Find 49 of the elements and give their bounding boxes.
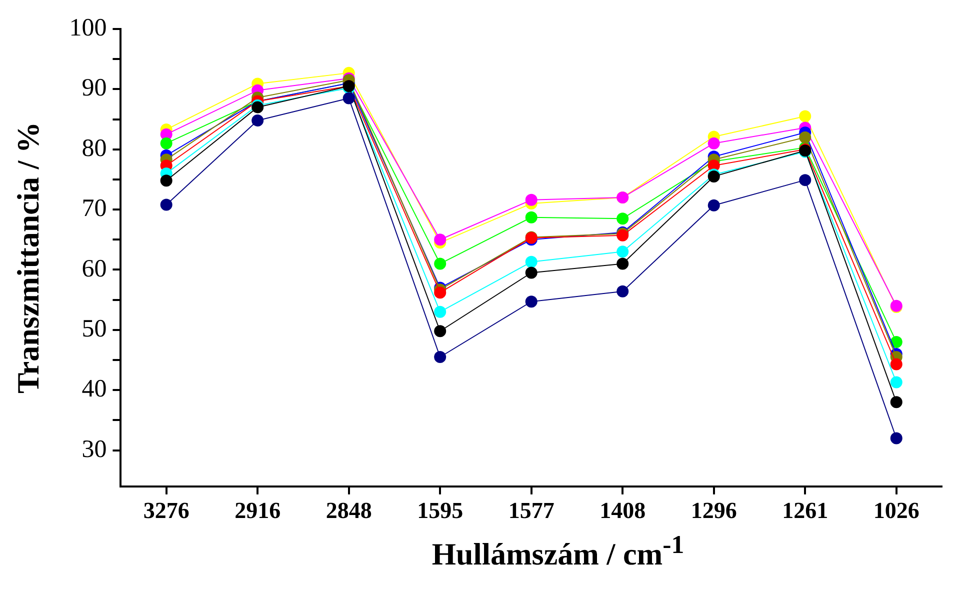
x-tick-label: 1261 <box>782 498 828 524</box>
point <box>525 256 538 268</box>
point <box>799 131 812 144</box>
y-tick-label: 100 <box>69 14 107 42</box>
point <box>616 246 629 258</box>
point <box>890 396 902 408</box>
x-tick-label: 1577 <box>508 498 554 524</box>
point <box>616 285 629 298</box>
x-tick-label: 1595 <box>417 498 464 524</box>
point <box>434 306 446 318</box>
x-tick-label: 3276 <box>143 498 190 524</box>
point <box>160 198 172 211</box>
point <box>434 286 446 299</box>
point <box>708 137 720 150</box>
y-tick-label: 70 <box>82 195 107 222</box>
y-tick-label: 30 <box>82 436 107 463</box>
point <box>708 199 720 212</box>
x-tick-label: 1408 <box>600 498 646 524</box>
point <box>616 212 629 225</box>
point <box>342 92 355 104</box>
point <box>434 325 446 338</box>
point <box>525 211 538 224</box>
y-axis-title: Transzmittancia / % <box>10 122 46 394</box>
point <box>434 258 446 270</box>
point <box>890 358 902 370</box>
point <box>525 194 538 206</box>
y-tick-label: 80 <box>82 134 107 162</box>
y-tick-label: 40 <box>82 376 107 403</box>
point <box>525 266 538 279</box>
x-tick-label: 1026 <box>873 498 920 524</box>
y-tick-label: 90 <box>82 74 107 102</box>
point <box>434 351 446 364</box>
y-tick-label: 50 <box>82 315 107 342</box>
x-tick-label: 2916 <box>234 498 281 524</box>
point <box>890 376 902 388</box>
point <box>799 110 812 122</box>
point <box>160 174 172 187</box>
x-tick-label: 2848 <box>326 498 372 524</box>
point <box>890 432 902 444</box>
point <box>525 296 538 308</box>
point <box>252 114 264 126</box>
point <box>890 336 902 348</box>
y-tick-label: 60 <box>82 255 107 282</box>
point <box>434 234 446 246</box>
x-tick-label: 1296 <box>690 498 737 524</box>
point <box>616 258 629 270</box>
x-axis-title: Hullámszám / cm$^{-1}$ <box>430 530 686 572</box>
point <box>799 174 812 186</box>
point <box>160 137 172 150</box>
